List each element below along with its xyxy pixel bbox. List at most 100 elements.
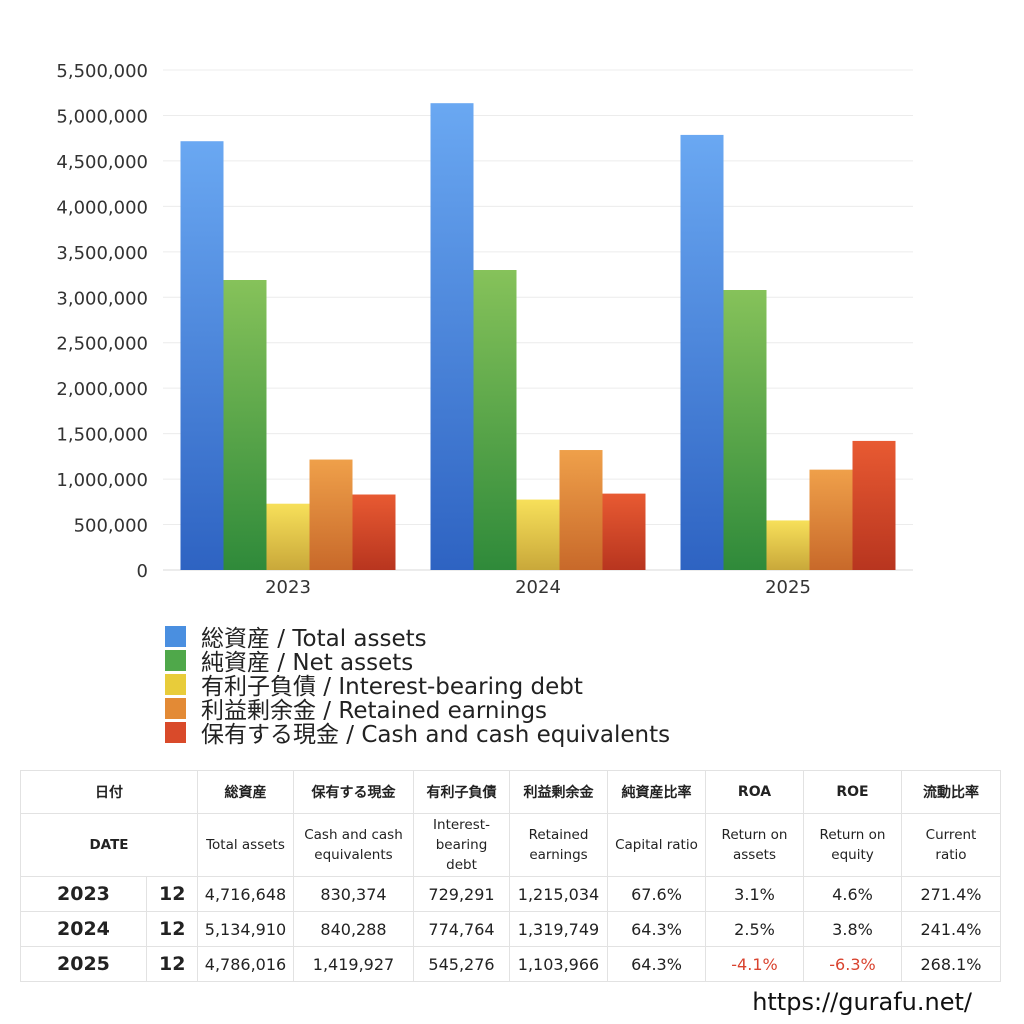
bar-2023-series-3 <box>309 459 353 570</box>
financial-table: 日付 総資産 保有する現金 有利子負債 利益剰余金 純資産比率 ROA ROE … <box>20 770 1001 982</box>
row-retained: 1,215,034 <box>509 876 608 912</box>
bar-2025-series-0 <box>680 134 724 570</box>
row-debt: 774,764 <box>413 911 510 947</box>
header-retained-ja: 利益剰余金 <box>509 770 608 814</box>
row-capital-ratio: 64.3% <box>607 911 706 947</box>
row-roe: -6.3% <box>803 946 902 982</box>
y-tick-label: 2,000,000 <box>56 379 148 400</box>
header-row-ja: 日付 総資産 保有する現金 有利子負債 利益剰余金 純資産比率 ROA ROE … <box>20 770 1001 814</box>
row-month: 12 <box>146 876 198 912</box>
row-year: 2024 <box>20 911 147 947</box>
bar-2024-series-1 <box>473 270 517 570</box>
row-debt: 729,291 <box>413 876 510 912</box>
bar-2024-series-0 <box>430 103 474 570</box>
table-row: 2023 12 4,716,648 830,374 729,291 1,215,… <box>20 876 1001 912</box>
row-roa: -4.1% <box>705 946 804 982</box>
row-roa: 3.1% <box>705 876 804 912</box>
row-debt: 545,276 <box>413 946 510 982</box>
bar-chart: 0 500,000 1,000,000 1,500,000 2,000,000 2,500… <box>56 61 913 598</box>
bar-2025-series-1 <box>723 290 767 570</box>
y-tick-label: 4,500,000 <box>56 152 148 173</box>
legend-label: 総資産 / Total assets <box>201 626 427 652</box>
x-tick-label: 2023 <box>265 577 311 598</box>
bar-2025-series-4 <box>852 440 896 570</box>
header-cash-en: Cash and cash equivalents <box>293 813 414 877</box>
row-current-ratio: 268.1% <box>901 946 1001 982</box>
header-total-en: Total assets <box>197 813 294 877</box>
legend-swatch <box>165 673 186 695</box>
row-year: 2025 <box>20 946 147 982</box>
legend-swatch <box>165 625 186 647</box>
table-row: 2024 12 5,134,910 840,288 774,764 1,319,… <box>20 911 1001 947</box>
bar-2024-series-3 <box>559 450 603 570</box>
row-current-ratio: 271.4% <box>901 876 1001 912</box>
legend-swatch <box>165 721 186 743</box>
y-tick-label: 1,000,000 <box>56 470 148 491</box>
header-roa-en: Return on assets <box>705 813 804 877</box>
y-tick-label: 3,500,000 <box>56 243 148 264</box>
y-tick-label: 0 <box>137 561 148 582</box>
header-roe-ja: ROE <box>803 770 902 814</box>
row-year: 2023 <box>20 876 147 912</box>
table-row: 2025 12 4,786,016 1,419,927 545,276 1,10… <box>20 946 1001 982</box>
row-month: 12 <box>146 946 198 982</box>
row-total-assets: 5,134,910 <box>197 911 294 947</box>
row-cash: 1,419,927 <box>293 946 414 982</box>
y-tick-label: 1,500,000 <box>56 425 148 446</box>
header-capital-en: Capital ratio <box>607 813 706 877</box>
header-current-ja: 流動比率 <box>901 770 1001 814</box>
y-tick-label: 5,500,000 <box>56 61 148 82</box>
header-roe-en: Return on equity <box>803 813 902 877</box>
bar-2024-series-4 <box>602 493 646 570</box>
bar-2024-series-2 <box>516 499 560 570</box>
row-total-assets: 4,716,648 <box>197 876 294 912</box>
legend-label: 保有する現金 / Cash and cash equivalents <box>201 722 671 748</box>
row-capital-ratio: 67.6% <box>607 876 706 912</box>
header-cash-ja: 保有する現金 <box>293 770 414 814</box>
legend-label: 純資産 / Net assets <box>201 650 414 676</box>
y-tick-label: 500,000 <box>74 516 148 537</box>
y-tick-label: 2,500,000 <box>56 334 148 355</box>
header-retained-en: Retained earnings <box>509 813 608 877</box>
row-roe: 4.6% <box>803 876 902 912</box>
bar-2023-series-0 <box>180 141 224 571</box>
row-retained: 1,319,749 <box>509 911 608 947</box>
footer-url[interactable]: https://gurafu.net/ <box>752 988 972 1016</box>
y-tick-label: 4,000,000 <box>56 197 148 218</box>
bar-2025-series-2 <box>766 520 810 570</box>
legend-item: 有利子負債 / Interest-bearing debt <box>165 672 670 700</box>
header-date-ja: 日付 <box>20 770 198 814</box>
legend-item: 利益剰余金 / Retained earnings <box>165 696 670 724</box>
chart-legend: 総資産 / Total assets 純資産 / Net assets 有利子負債 … <box>165 624 670 748</box>
bar-2023-series-4 <box>352 494 396 570</box>
header-debt-en: Interest-bearing debt <box>413 813 510 877</box>
row-cash: 840,288 <box>293 911 414 947</box>
header-roa-ja: ROA <box>705 770 804 814</box>
legend-item: 保有する現金 / Cash and cash equivalents <box>165 720 670 748</box>
header-total-ja: 総資産 <box>197 770 294 814</box>
row-capital-ratio: 64.3% <box>607 946 706 982</box>
row-current-ratio: 241.4% <box>901 911 1001 947</box>
row-month: 12 <box>146 911 198 947</box>
bar-2023-series-1 <box>223 280 267 570</box>
bar-2023-series-2 <box>266 503 310 570</box>
header-debt-ja: 有利子負債 <box>413 770 510 814</box>
row-roe: 3.8% <box>803 911 902 947</box>
row-total-assets: 4,786,016 <box>197 946 294 982</box>
legend-swatch <box>165 697 186 719</box>
bar-2025-series-3 <box>809 469 853 570</box>
legend-label: 有利子負債 / Interest-bearing debt <box>201 674 583 700</box>
legend-item: 総資産 / Total assets <box>165 624 670 652</box>
header-capital-ja: 純資産比率 <box>607 770 706 814</box>
header-current-en: Current ratio <box>901 813 1001 877</box>
legend-swatch <box>165 649 186 671</box>
y-tick-label: 3,000,000 <box>56 288 148 309</box>
x-tick-label: 2024 <box>515 577 561 598</box>
y-tick-label: 5,000,000 <box>56 106 148 127</box>
header-row-en: DATE Total assets Cash and cash equivale… <box>20 813 1001 877</box>
row-roa: 2.5% <box>705 911 804 947</box>
x-tick-label: 2025 <box>765 577 811 598</box>
header-date-en: DATE <box>20 813 198 877</box>
row-cash: 830,374 <box>293 876 414 912</box>
legend-item: 純資産 / Net assets <box>165 648 670 676</box>
